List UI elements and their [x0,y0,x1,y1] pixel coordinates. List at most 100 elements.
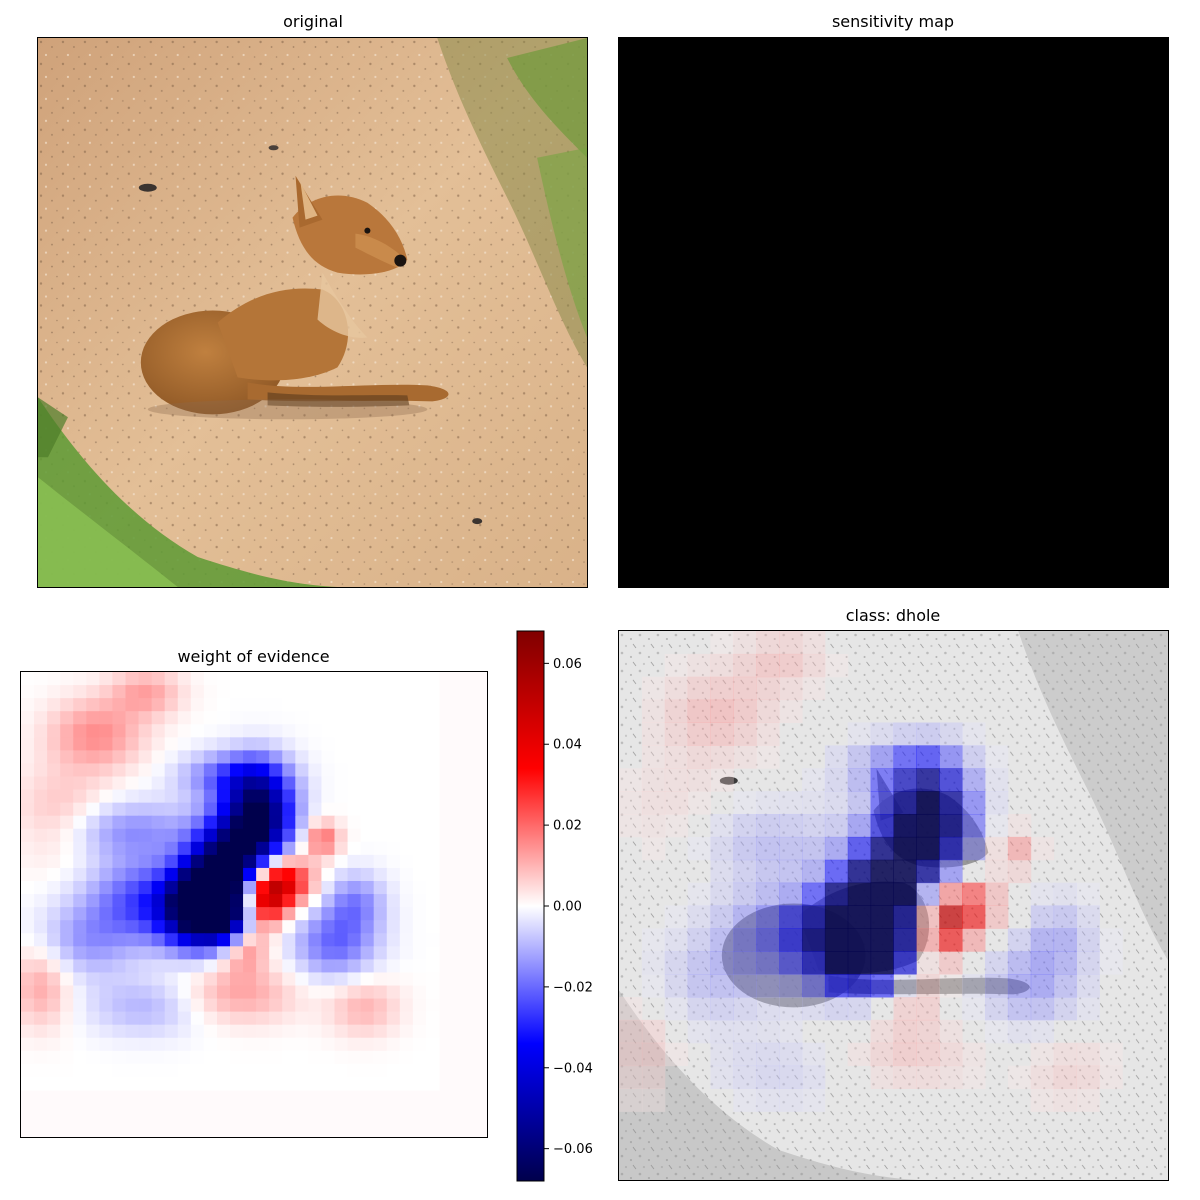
heatmap-cell [190,789,205,804]
heatmap-cell [86,672,100,686]
overlay-cell [710,882,734,906]
heatmap-cell [190,737,205,751]
heatmap-cell [412,750,427,765]
heatmap-cell [151,894,166,908]
heatmap-cell [203,894,218,908]
weight-of-evidence-panel [20,671,488,1138]
heatmap-cell [125,854,140,869]
heatmap-cell [269,1024,283,1039]
overlay-cell [710,859,734,884]
heatmap-cell [86,802,100,817]
heatmap-cell [60,881,74,895]
overlay-cell [756,676,780,701]
heatmap-cell [125,946,140,960]
heatmap-cell [399,815,414,830]
overlay-cell [801,653,826,678]
heatmap-cell [386,1050,401,1065]
heatmap-cell [60,854,74,869]
heatmap-cell [216,920,231,934]
heatmap-cell [386,1076,401,1091]
heatmap-cell [243,698,257,712]
overlay-cell [939,722,963,746]
overlay-cell [779,974,803,998]
heatmap-cell [47,933,61,947]
heatmap-cell [295,776,309,791]
heatmap-cell [399,698,414,712]
overlay-cell [733,951,757,975]
heatmap-cell [138,789,153,804]
heatmap-cell [425,972,440,987]
heatmap-cell [190,763,205,778]
heatmap-cell [256,815,270,830]
heatmap-cell [151,1011,166,1026]
overlay-cell [1053,974,1078,998]
heatmap-cell [230,724,244,738]
heatmap-cell [112,933,127,947]
heatmap-cell [269,1050,283,1065]
heatmap-cell [34,841,48,856]
heatmap-cell [373,1024,388,1039]
heatmap-cell [177,1076,192,1091]
heatmap-cell [190,1037,205,1052]
heatmap-cell [203,920,218,934]
overlay-cell [847,836,872,861]
heatmap-cell [86,959,100,974]
heatmap-cell [425,907,440,921]
heatmap-cell [216,828,231,843]
overlay-cell [779,791,803,815]
overlay-cell [710,951,734,975]
weight-of-evidence-title: weight of evidence [177,647,330,666]
heatmap-cell [99,1076,114,1091]
overlay-cell [1076,905,1100,929]
overlay-cell [824,951,849,975]
heatmap-cell [21,1076,35,1091]
heatmap-cell [73,946,87,960]
heatmap-cell [282,920,296,934]
heatmap-cell [60,1076,74,1091]
heatmap-cell [190,998,205,1013]
heatmap-cell [347,920,362,934]
heatmap-cell [295,1050,309,1065]
heatmap-cell [399,841,414,856]
heatmap-cell [216,802,231,817]
overlay-cell [619,791,643,815]
heatmap-cell [425,1011,440,1026]
overlay-cell [824,928,849,952]
heatmap-cell [243,1037,257,1052]
heatmap-cell [60,1050,74,1065]
heatmap-cell [34,933,48,947]
heatmap-cell [86,946,100,960]
overlay-cell [962,974,986,998]
heatmap-cell [269,920,283,934]
heatmap-cell [360,1063,375,1078]
heatmap-cell [112,841,127,856]
heatmap-cell [269,1037,283,1052]
heatmap-cell [203,711,218,725]
overlay-cell [801,859,826,884]
heatmap-cell [138,867,153,882]
overlay-cell [847,997,872,1021]
overlay-cell [824,745,849,769]
overlay-cell [939,974,963,998]
heatmap-cell [60,998,74,1013]
overlay-cell [916,768,940,792]
overlay-cell [756,745,780,769]
heatmap-cell [399,1050,414,1065]
heatmap-cell [399,1037,414,1052]
heatmap-cell [190,933,205,947]
heatmap-cell [256,737,270,751]
heatmap-cell [151,802,166,817]
heatmap-cell [112,998,127,1013]
heatmap-cell [216,789,231,804]
heatmap-cell [73,828,87,843]
heatmap-cell [412,685,427,699]
heatmap-cell [256,946,270,960]
overlay-cell [710,1042,734,1067]
heatmap-cell [386,933,401,947]
heatmap-cell [425,894,440,908]
heatmap-cell [34,894,48,908]
heatmap-cell [216,698,231,712]
heatmap-cell [164,737,179,751]
overlay-cell [1030,1019,1055,1044]
